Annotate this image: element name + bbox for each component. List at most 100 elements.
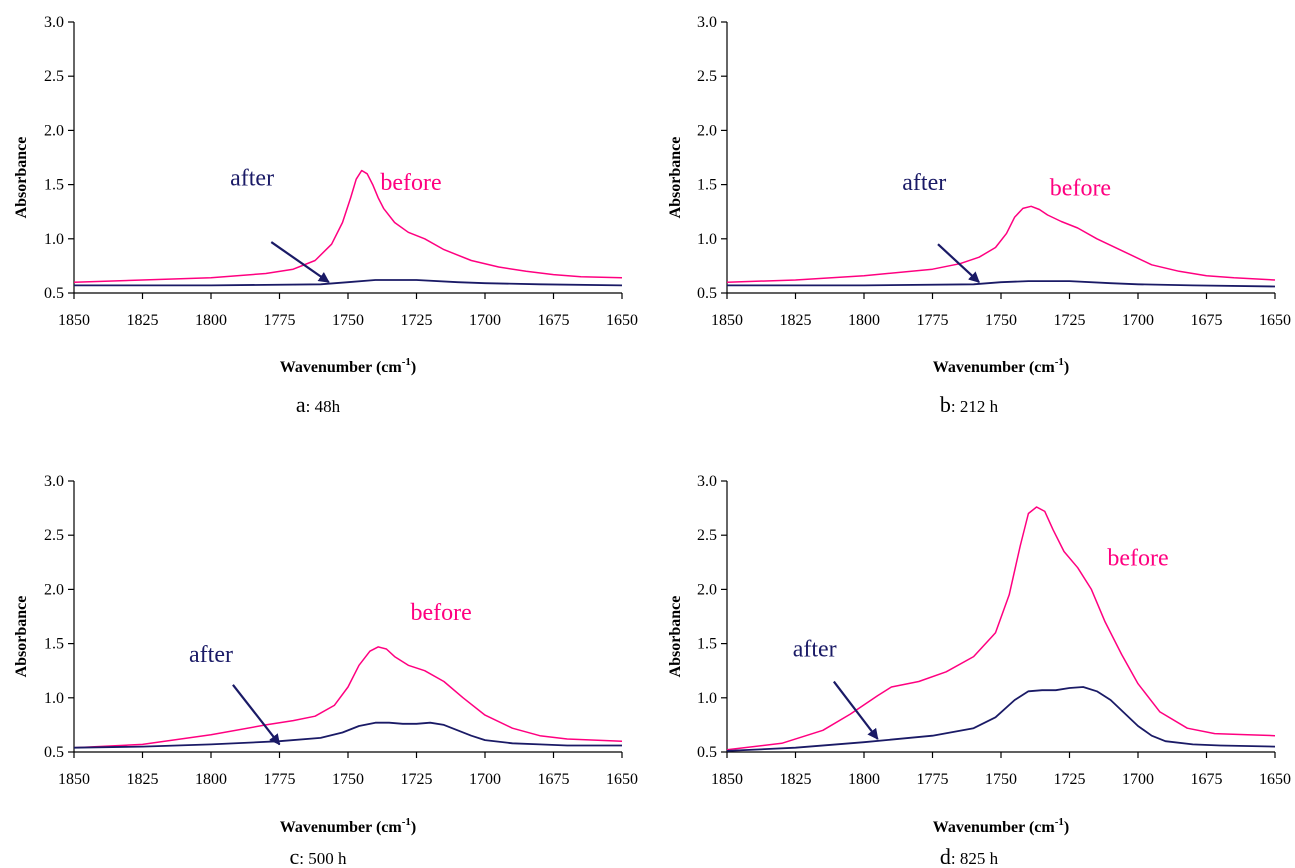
panel-caption: c: 500 h: [290, 844, 347, 868]
x-tick-label: 1725: [401, 312, 433, 329]
x-axis-title-superscript: -1: [402, 816, 411, 828]
series-line-after: [73, 721, 622, 749]
chart-panel-d: 0.5 1.0 1.5 2.0 2.5 3.0 1850 1825 1800 1775 1750 17…: [667, 473, 1291, 868]
y-axis-title: Absorbance: [13, 137, 30, 219]
y-tick-label: 1.5: [697, 636, 717, 653]
x-axis-title-superscript: -1: [1055, 356, 1064, 368]
y-tick-label: 3.0: [44, 14, 64, 31]
x-tick-label: 1850: [58, 312, 90, 329]
y-tick-label: 1.5: [697, 177, 717, 194]
y-tick-label: 1.5: [44, 177, 64, 194]
y-tick-label: 2.5: [697, 527, 717, 544]
x-axis-title-end: ): [411, 359, 416, 376]
x-tick-label: 1850: [711, 771, 743, 788]
y-tick-label: 2.5: [697, 68, 717, 85]
y-tick-label: 1.0: [44, 690, 64, 707]
y-axis-title: Absorbance: [667, 596, 684, 678]
panel-caption-letter: b: [940, 392, 951, 417]
x-tick-label: 1850: [711, 312, 743, 329]
panel-caption: a: 48h: [296, 392, 341, 417]
panel-caption: b: 212 h: [940, 392, 999, 417]
y-tick-label: 2.0: [44, 122, 64, 139]
chart-panel-a: 0.5 1.0 1.5 2.0 2.5 3.0 1850 1825 1800 1775 1750 17…: [13, 14, 638, 417]
annotation-after: after: [230, 166, 274, 192]
y-tick-label: 2.0: [697, 122, 717, 139]
x-axis-title-main: Wavenumber (cm: [280, 359, 403, 376]
panel-caption: d: 825 h: [940, 844, 999, 868]
panel-caption-text: : 825 h: [951, 849, 999, 868]
x-axis-title: Wavenumber (cm-1): [933, 816, 1069, 836]
x-tick-label: 1775: [917, 771, 949, 788]
annotation-arrow: [270, 241, 330, 284]
annotation-before: before: [411, 600, 472, 626]
x-tick-label: 1825: [127, 312, 159, 329]
y-tick-label: 3.0: [44, 473, 64, 490]
panel-caption-letter: c: [290, 844, 300, 868]
annotation-after: after: [902, 170, 946, 196]
x-tick-label: 1675: [1191, 771, 1223, 788]
x-tick-label: 1700: [469, 771, 501, 788]
x-tick-label: 1650: [1259, 312, 1291, 329]
x-axis-title-main: Wavenumber (cm: [933, 359, 1056, 376]
x-tick-label: 1650: [606, 312, 638, 329]
panel-caption-letter: d: [940, 844, 951, 868]
annotation-after: after: [793, 637, 837, 663]
series-line-after: [727, 280, 1276, 288]
y-tick-label: 1.0: [697, 690, 717, 707]
x-tick-label: 1675: [538, 312, 570, 329]
series-line-before: [73, 169, 623, 283]
y-tick-label: 3.0: [697, 473, 717, 490]
x-tick-label: 1800: [195, 312, 227, 329]
x-axis-title-end: ): [1064, 819, 1069, 836]
series-line-before: [73, 646, 623, 749]
panel-caption-text: : 212 h: [951, 397, 999, 416]
x-tick-label: 1775: [264, 312, 296, 329]
panel-caption-text: : 500 h: [299, 849, 347, 868]
x-tick-label: 1775: [917, 312, 949, 329]
x-tick-label: 1650: [606, 771, 638, 788]
x-tick-label: 1825: [127, 771, 159, 788]
x-axis-title-end: ): [1064, 359, 1069, 376]
x-axis-title: Wavenumber (cm-1): [280, 816, 416, 836]
y-tick-label: 1.0: [697, 231, 717, 248]
y-tick-label: 1.0: [44, 231, 64, 248]
x-axis-title-main: Wavenumber (cm: [280, 819, 403, 836]
y-tick-label: 2.5: [44, 68, 64, 85]
annotation-before: before: [380, 170, 441, 196]
x-tick-label: 1725: [1054, 771, 1086, 788]
annotation-before: before: [1050, 175, 1111, 201]
y-tick-label: 0.5: [44, 285, 64, 302]
annotation-arrow: [832, 680, 879, 740]
x-tick-label: 1750: [332, 312, 364, 329]
panel-caption-text: : 48h: [306, 397, 341, 416]
annotation-after: after: [189, 642, 233, 668]
series-line-after: [726, 686, 1276, 752]
x-axis-title: Wavenumber (cm-1): [280, 356, 416, 376]
x-tick-label: 1800: [195, 771, 227, 788]
annotation-arrow: [232, 684, 281, 746]
x-axis-title-superscript: -1: [1055, 816, 1064, 828]
y-tick-label: 2.0: [44, 581, 64, 598]
x-tick-label: 1725: [1054, 312, 1086, 329]
x-tick-label: 1650: [1259, 771, 1291, 788]
x-tick-label: 1825: [780, 771, 812, 788]
x-tick-label: 1825: [780, 312, 812, 329]
y-tick-label: 3.0: [697, 14, 717, 31]
x-tick-label: 1750: [985, 771, 1017, 788]
chart-panel-c: 0.5 1.0 1.5 2.0 2.5 3.0 1850 1825 1800 1775 1750 17…: [13, 473, 638, 868]
x-axis-title-main: Wavenumber (cm: [933, 819, 1056, 836]
y-tick-label: 0.5: [697, 285, 717, 302]
x-axis-title: Wavenumber (cm-1): [933, 356, 1069, 376]
y-tick-label: 1.5: [44, 636, 64, 653]
x-tick-label: 1700: [1122, 771, 1154, 788]
y-axis-title: Absorbance: [13, 596, 30, 678]
y-tick-label: 0.5: [697, 744, 717, 761]
annotation-arrow: [937, 243, 980, 283]
x-tick-label: 1800: [848, 312, 880, 329]
x-tick-label: 1700: [469, 312, 501, 329]
series-line-before: [726, 506, 1276, 751]
x-tick-label: 1675: [1191, 312, 1223, 329]
y-axis-title: Absorbance: [667, 137, 684, 219]
x-tick-label: 1750: [985, 312, 1017, 329]
